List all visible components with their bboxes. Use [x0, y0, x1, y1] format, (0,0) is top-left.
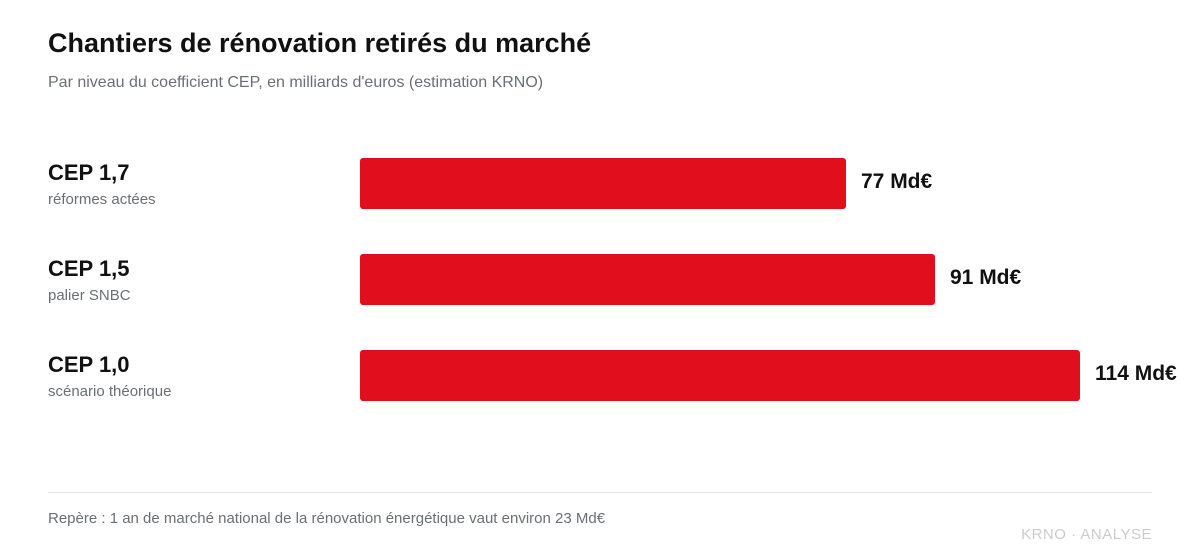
bar — [360, 350, 1080, 401]
footer-divider — [48, 492, 1152, 493]
bar-row: CEP 1,5 palier SNBC 91 Md€ — [0, 254, 1200, 306]
category-label: CEP 1,5 — [48, 256, 130, 281]
bar-value-label: 114 Md€ — [1095, 362, 1177, 385]
bar — [360, 158, 846, 209]
category-label: CEP 1,7 — [48, 160, 130, 185]
category-sublabel: scénario théorique — [48, 383, 172, 400]
chart-subtitle: Par niveau du coefficient CEP, en millia… — [48, 74, 544, 91]
footnote: Repère : 1 an de marché national de la r… — [48, 510, 606, 527]
source-credit: KRNO · ANALYSE — [1021, 526, 1152, 543]
bar — [360, 254, 935, 305]
bar-row: CEP 1,0 scénario théorique 114 Md€ — [0, 350, 1200, 402]
bar-value-label: 91 Md€ — [950, 266, 1022, 289]
category-label: CEP 1,0 — [48, 352, 130, 377]
bar-value-label: 77 Md€ — [861, 170, 933, 193]
bar-row: CEP 1,7 réformes actées 77 Md€ — [0, 158, 1200, 210]
chart-title: Chantiers de rénovation retirés du march… — [48, 28, 592, 58]
category-sublabel: palier SNBC — [48, 287, 131, 304]
category-sublabel: réformes actées — [48, 191, 156, 208]
